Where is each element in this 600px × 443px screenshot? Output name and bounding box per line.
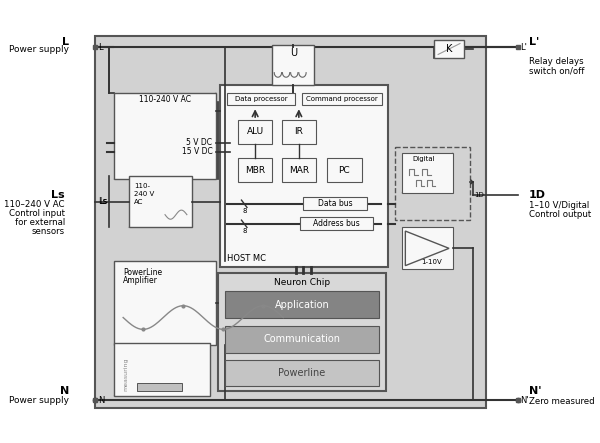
Text: 240 V: 240 V	[134, 191, 154, 197]
Text: 110-240 V AC: 110-240 V AC	[139, 96, 191, 105]
Text: Address bus: Address bus	[313, 219, 359, 228]
Bar	[225, 360, 379, 386]
Text: MBR: MBR	[245, 166, 265, 175]
Text: U: U	[290, 48, 297, 58]
Text: 110-: 110-	[134, 183, 150, 189]
Bar	[281, 120, 316, 144]
Text: Application: Application	[275, 300, 329, 310]
Bar	[95, 36, 487, 408]
Bar	[304, 198, 367, 210]
Text: N': N'	[520, 396, 529, 405]
Text: Digital: Digital	[413, 156, 435, 162]
Bar	[220, 85, 388, 268]
Text: IR: IR	[295, 127, 303, 136]
Text: MAR: MAR	[289, 166, 309, 175]
Text: N: N	[60, 386, 70, 396]
Bar	[300, 218, 373, 230]
Text: Amplifier: Amplifier	[123, 276, 158, 285]
Polygon shape	[406, 231, 449, 266]
Text: for external: for external	[14, 218, 65, 227]
Bar	[114, 261, 216, 345]
Text: Power supply: Power supply	[10, 396, 70, 405]
Text: Zero measured: Zero measured	[529, 397, 595, 406]
Text: 1D: 1D	[529, 190, 546, 200]
Text: L': L'	[520, 43, 527, 52]
Bar	[137, 383, 182, 391]
Bar	[281, 158, 316, 182]
Text: HOST MC: HOST MC	[227, 254, 266, 263]
Bar	[114, 343, 209, 396]
Text: Control input: Control input	[9, 209, 65, 218]
Text: 110–240 V AC: 110–240 V AC	[4, 200, 65, 209]
Text: 8: 8	[243, 208, 247, 214]
Text: Ls: Ls	[51, 190, 65, 200]
Bar	[434, 40, 464, 58]
Text: PowerLine: PowerLine	[123, 268, 162, 276]
Text: Data processor: Data processor	[235, 96, 287, 102]
Text: L': L'	[529, 37, 539, 47]
Text: Communication: Communication	[263, 334, 341, 344]
Text: 15 V DC: 15 V DC	[182, 148, 212, 156]
Text: Ls: Ls	[100, 198, 108, 206]
Text: 1-10V: 1-10V	[421, 259, 442, 265]
Bar	[218, 273, 386, 391]
Text: Power supply: Power supply	[10, 46, 70, 54]
Text: Command processor: Command processor	[306, 96, 377, 102]
Bar	[402, 153, 452, 193]
Text: L: L	[98, 43, 103, 52]
Text: 8: 8	[243, 228, 247, 234]
Text: ALU: ALU	[247, 127, 264, 136]
Text: Relay delays: Relay delays	[529, 57, 584, 66]
Text: 1D: 1D	[475, 192, 484, 198]
Bar	[272, 45, 314, 85]
Bar	[238, 120, 272, 144]
Text: Data bus: Data bus	[318, 199, 353, 208]
Text: N: N	[98, 396, 105, 405]
Text: N': N'	[529, 386, 542, 396]
Bar	[402, 227, 452, 269]
Text: measuring: measuring	[123, 357, 128, 391]
Text: PC: PC	[338, 166, 350, 175]
Bar	[128, 176, 193, 227]
Text: Powerline: Powerline	[278, 368, 326, 378]
Text: L: L	[62, 37, 70, 47]
Bar	[114, 93, 216, 179]
Bar	[238, 158, 272, 182]
Bar	[395, 148, 470, 220]
Text: Control output: Control output	[529, 210, 592, 219]
Bar	[225, 326, 379, 353]
Text: 5 V DC: 5 V DC	[187, 138, 212, 147]
Text: Neuron Chip: Neuron Chip	[274, 279, 330, 288]
Text: 1–10 V/Digital: 1–10 V/Digital	[529, 201, 589, 210]
Bar	[227, 93, 295, 105]
Text: AC: AC	[134, 199, 143, 205]
Text: Ls: Ls	[98, 198, 107, 206]
Text: switch on/off: switch on/off	[529, 66, 584, 75]
Text: K: K	[446, 44, 452, 54]
Text: sensors: sensors	[32, 227, 65, 237]
Bar	[302, 93, 382, 105]
Bar	[225, 291, 379, 319]
Bar	[327, 158, 362, 182]
